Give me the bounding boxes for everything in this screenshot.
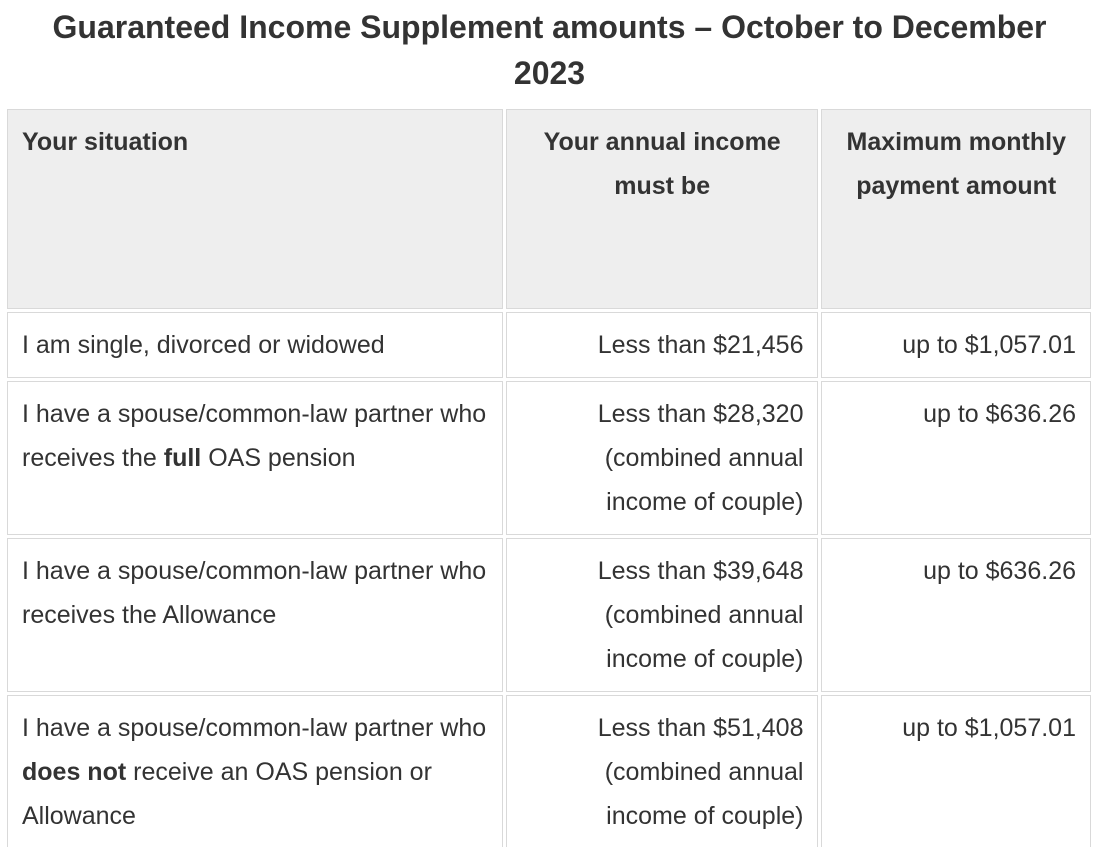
table-row-spouse-allowance: I have a spouse/common-law partner who r… — [7, 538, 1091, 692]
situation-bold-text: full — [163, 444, 202, 472]
column-header-your-situation: Your situation — [7, 109, 503, 309]
table-row-spouse-full-oas: I have a spouse/common-law partner who r… — [7, 381, 1091, 535]
column-header-annual-income: Your annual income must be — [505, 109, 819, 309]
situation-text: I am single, divorced or widowed — [22, 331, 385, 359]
income-cell: Less than $28,320 (combined annual incom… — [505, 381, 819, 535]
payment-cell: up to $1,057.01 — [821, 695, 1091, 847]
page-title: Guaranteed Income Supplement amounts – O… — [8, 4, 1091, 96]
payment-cell: up to $636.26 — [821, 538, 1091, 692]
situation-cell: I have a spouse/common-law partner who r… — [7, 381, 503, 535]
situation-text: I have a spouse/common-law partner who — [22, 714, 487, 742]
payment-cell: up to $636.26 — [821, 381, 1091, 535]
gis-amounts-table: Your situation Your annual income must b… — [4, 106, 1094, 847]
situation-cell: I have a spouse/common-law partner who d… — [7, 695, 503, 847]
page-title-line1: Guaranteed Income Supplement amounts – O… — [52, 9, 1047, 45]
income-cell: Less than $51,408 (combined annual incom… — [505, 695, 819, 847]
page-title-line2: 2023 — [513, 55, 586, 91]
payment-cell: up to $1,057.01 — [821, 312, 1091, 378]
situation-text: OAS pension — [201, 444, 356, 472]
table-row-single-divorced-widowed: I am single, divorced or widowed Less th… — [7, 312, 1091, 378]
situation-cell: I am single, divorced or widowed — [7, 312, 503, 378]
table-row-spouse-no-oas-or-allowance: I have a spouse/common-law partner who d… — [7, 695, 1091, 847]
situation-text: receive an OAS pension or Allowance — [22, 758, 432, 830]
table-header-row: Your situation Your annual income must b… — [7, 109, 1091, 309]
situation-cell: I have a spouse/common-law partner who r… — [7, 538, 503, 692]
income-cell: Less than $21,456 — [505, 312, 819, 378]
situation-bold-text: does not — [22, 758, 127, 786]
column-header-max-monthly-payment: Maximum monthly payment amount — [821, 109, 1091, 309]
income-cell: Less than $39,648 (combined annual incom… — [505, 538, 819, 692]
situation-text: I have a spouse/common-law partner who r… — [22, 400, 487, 472]
situation-text: I have a spouse/common-law partner who r… — [22, 557, 487, 629]
